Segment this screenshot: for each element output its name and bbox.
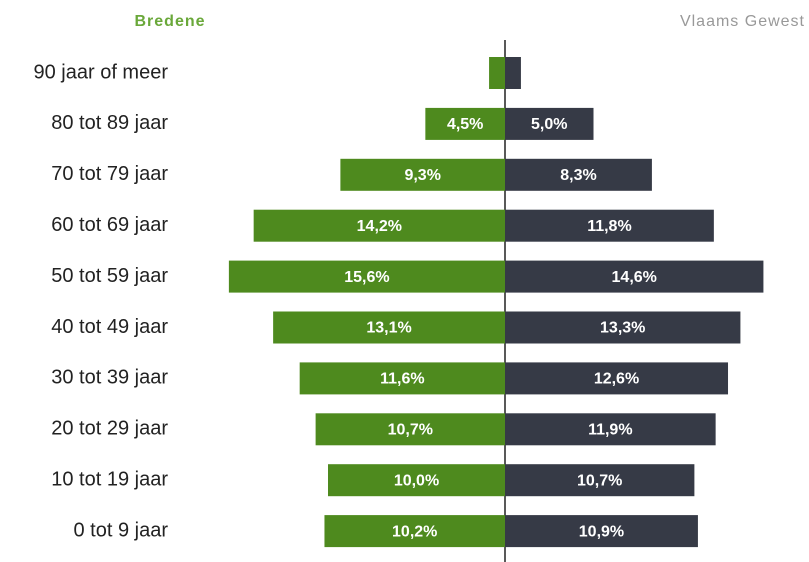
bar <box>253 209 505 242</box>
bar <box>425 107 505 140</box>
bar <box>328 464 505 497</box>
bar <box>505 464 695 497</box>
value-label: 10,2% <box>392 523 437 540</box>
value-label: 14,6% <box>612 269 657 286</box>
bar <box>273 311 505 344</box>
bar <box>505 515 698 548</box>
value-label: 11,9% <box>588 422 632 439</box>
bar <box>505 413 716 446</box>
category-label: 70 tot 79 jaar <box>51 163 168 185</box>
bar <box>489 57 505 89</box>
value-label: 12,6% <box>594 371 639 388</box>
bar <box>299 362 505 395</box>
bar <box>505 57 521 89</box>
category-label: 50 tot 59 jaar <box>51 265 168 287</box>
bar <box>315 413 505 446</box>
legend-right: Vlaams Gewest <box>680 13 805 30</box>
category-label: 60 tot 69 jaar <box>51 214 168 236</box>
value-label: 11,8% <box>587 218 631 235</box>
value-label: 11,6% <box>380 371 424 388</box>
category-label: 40 tot 49 jaar <box>51 316 168 338</box>
category-label: 20 tot 29 jaar <box>51 418 168 440</box>
value-label: 10,0% <box>394 472 439 489</box>
category-label: 90 jaar of meer <box>33 61 168 83</box>
category-label: 30 tot 39 jaar <box>51 367 168 389</box>
bar <box>505 158 652 191</box>
category-label: 80 tot 89 jaar <box>51 112 168 134</box>
bar <box>340 158 505 191</box>
value-label: 14,2% <box>357 218 402 235</box>
bar <box>505 107 594 140</box>
bar <box>505 311 741 344</box>
bar <box>505 362 729 395</box>
value-label: 10,7% <box>577 472 622 489</box>
value-label: 8,3% <box>560 167 596 184</box>
bar <box>505 260 764 293</box>
bar <box>228 260 505 293</box>
category-label: 0 tot 9 jaar <box>73 519 168 541</box>
bar <box>324 515 505 548</box>
value-label: 9,3% <box>404 167 440 184</box>
value-label: 10,9% <box>579 523 624 540</box>
value-label: 15,6% <box>344 269 389 286</box>
legend-left: Bredene <box>134 13 205 30</box>
value-label: 13,3% <box>600 320 645 337</box>
value-label: 4,5% <box>447 116 483 133</box>
value-label: 5,0% <box>531 116 567 133</box>
value-label: 10,7% <box>388 422 433 439</box>
category-label: 10 tot 19 jaar <box>51 468 168 490</box>
bar <box>505 209 714 242</box>
value-label: 13,1% <box>366 320 411 337</box>
